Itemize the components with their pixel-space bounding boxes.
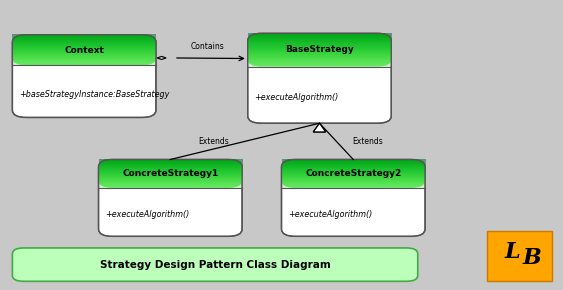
Text: +baseStrategyInstance:BaseStrategy: +baseStrategyInstance:BaseStrategy [19, 90, 169, 99]
Text: Strategy Design Pattern Class Diagram: Strategy Design Pattern Class Diagram [100, 260, 330, 270]
Polygon shape [157, 57, 166, 59]
Text: Extends: Extends [199, 137, 229, 146]
FancyBboxPatch shape [99, 160, 242, 236]
Text: ConcreteStrategy1: ConcreteStrategy1 [122, 169, 218, 178]
FancyBboxPatch shape [248, 33, 391, 123]
Text: Contains: Contains [191, 42, 224, 51]
Text: +executeAlgorithm(): +executeAlgorithm() [254, 93, 339, 102]
FancyBboxPatch shape [282, 160, 425, 188]
Text: +executeAlgorithm(): +executeAlgorithm() [105, 210, 190, 219]
Text: +executeAlgorithm(): +executeAlgorithm() [288, 210, 373, 219]
FancyBboxPatch shape [12, 35, 156, 117]
Text: B: B [522, 247, 541, 269]
FancyBboxPatch shape [248, 33, 391, 67]
FancyBboxPatch shape [487, 231, 552, 281]
FancyBboxPatch shape [282, 160, 425, 236]
Text: Extends: Extends [352, 137, 383, 146]
FancyBboxPatch shape [12, 248, 418, 281]
Text: L: L [505, 242, 520, 263]
Polygon shape [313, 123, 325, 132]
Text: BaseStrategy: BaseStrategy [285, 46, 354, 55]
Polygon shape [313, 123, 325, 132]
FancyBboxPatch shape [99, 160, 242, 188]
Text: Context: Context [64, 46, 104, 55]
Text: ConcreteStrategy2: ConcreteStrategy2 [305, 169, 401, 178]
FancyBboxPatch shape [12, 35, 156, 65]
